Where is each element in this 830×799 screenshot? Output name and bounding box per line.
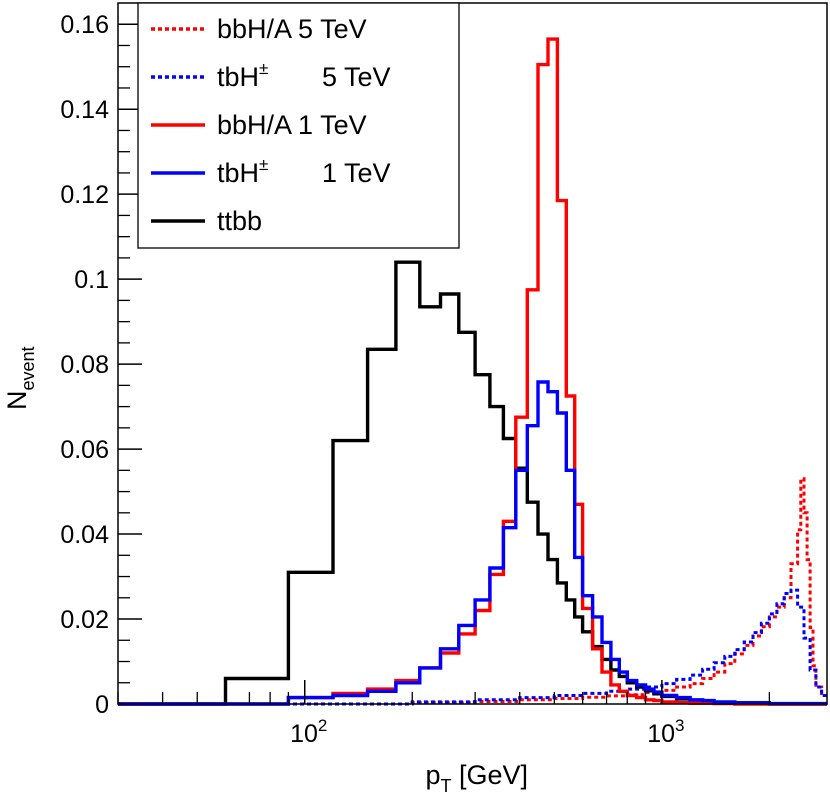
series-ttbb	[118, 260, 827, 706]
legend-label-bbh-a-5-tev: bbH/A 5 TeV	[217, 14, 367, 44]
legend: bbH/A 5 TeV tbH± 5 TeV bbH/A 1 TeV tbH± 1 TeV…	[137, 2, 460, 249]
series-bbh-a-5-tev	[118, 477, 827, 706]
legend-label-ttbb: ttbb	[217, 206, 262, 236]
legend-label-tbhpm-1-tev: tbH± 1 TeV	[217, 155, 391, 188]
x-tick-label: 103	[647, 716, 684, 748]
y-tick-label: 0.14	[60, 96, 109, 124]
series-tbhpm-5-tev	[118, 588, 827, 706]
plot-frame	[117, 2, 828, 705]
x-tick-label: 102	[290, 716, 327, 748]
y-tick-label: 0.04	[60, 521, 109, 549]
y-axis-title: Nevent	[2, 346, 38, 410]
series-tbhpm-1-tev	[118, 380, 827, 706]
axis-layer: 0 0.02 0.04 0.06 0.08 0.1 0.12 0.14 0.16 102 103	[60, 11, 771, 748]
y-tick-label: 0.02	[60, 606, 109, 634]
series-layer	[118, 37, 827, 706]
y-tick-label: 0	[95, 691, 109, 719]
y-tick-label: 0.06	[60, 436, 109, 464]
legend-entries: bbH/A 5 TeV tbH± 5 TeV bbH/A 1 TeV tbH± 1 TeV…	[151, 14, 391, 236]
y-tick-label: 0.08	[60, 351, 109, 379]
y-tick-label: 0.12	[60, 181, 109, 209]
axis-titles: pT [GeV] Nevent	[2, 346, 528, 796]
x-axis-title: pT [GeV]	[425, 760, 528, 796]
y-tick-label: 0.16	[60, 11, 109, 39]
y-tick-label: 0.1	[74, 266, 109, 294]
legend-label-bbh-a-1-tev: bbH/A 1 TeV	[217, 110, 367, 140]
legend-label-tbhpm-5-tev: tbH± 5 TeV	[217, 59, 391, 92]
